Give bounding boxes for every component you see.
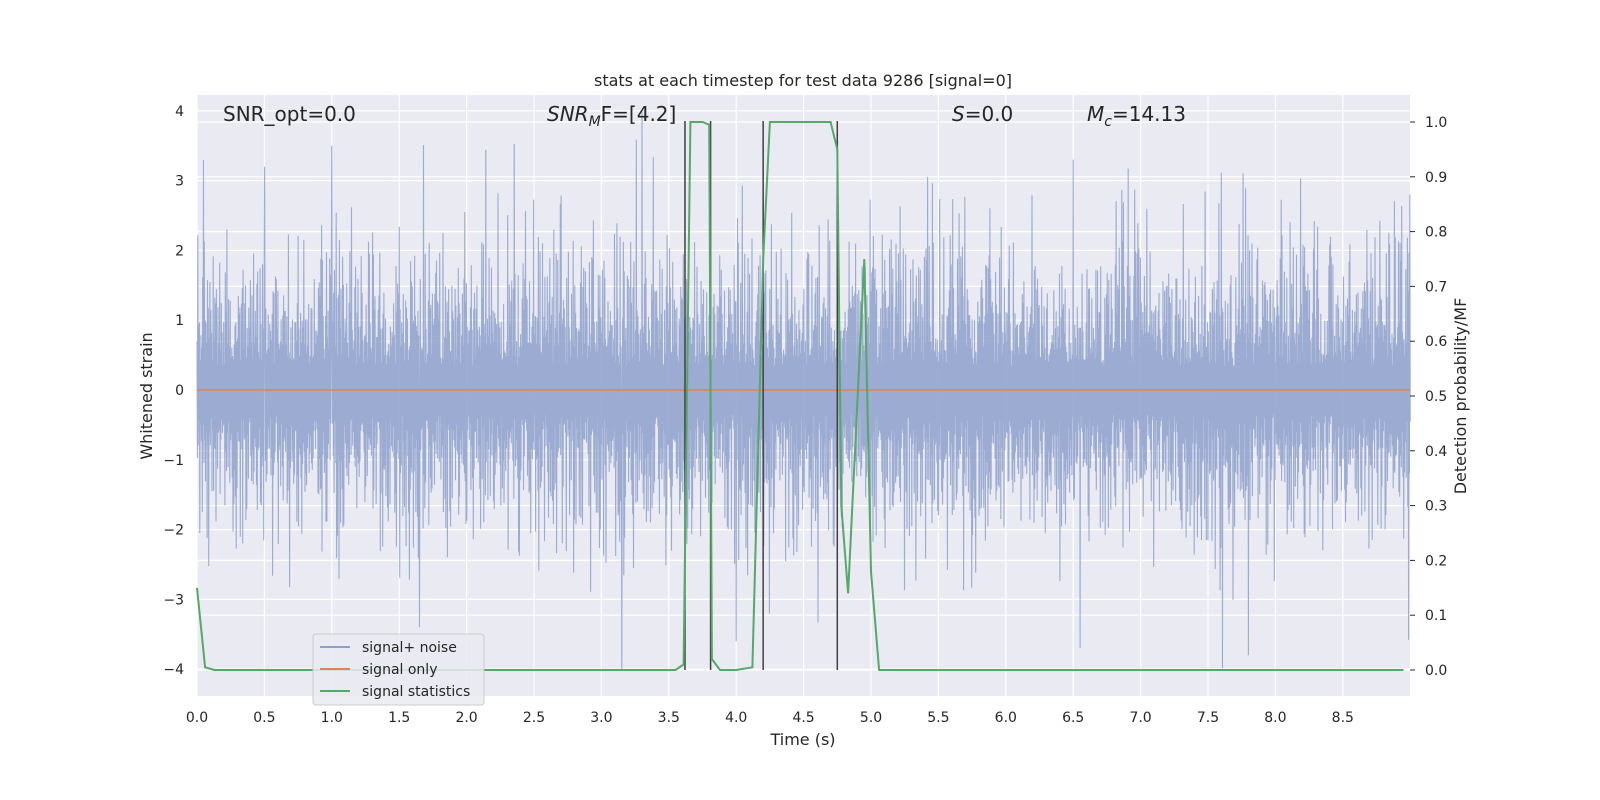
annotation-mc-rest: =14.13: [1112, 102, 1186, 126]
y-tick-label-right: 0.8: [1425, 225, 1447, 241]
y-tick-label-right: 0.4: [1425, 444, 1447, 460]
x-tick-label: 6.0: [995, 710, 1017, 726]
annotation-snr-mf-main: SNR: [547, 102, 589, 126]
axis-ticks: 0.0 0.5 1.0 1.5 2.0 2.5 3.0 3.5 4.0 4.5 5.0 5.5 6.0 6…: [163, 104, 1447, 726]
legend: signal+ noise signal only signal statist…: [312, 633, 485, 706]
x-tick-label: 0.0: [186, 710, 208, 726]
y-tick-label-right: 0.3: [1425, 499, 1447, 515]
annotation-snr-mf: SNRMF=[4.2]: [547, 102, 676, 130]
annotation-mc-main: M: [1087, 102, 1104, 126]
y-tick-label-right: 1.0: [1425, 115, 1447, 131]
x-tick-label: 3.0: [590, 710, 612, 726]
annotation-snr-opt: SNR_opt=0.0: [223, 102, 356, 126]
x-tick-label: 4.5: [792, 710, 814, 726]
y-tick-label-left: −1: [163, 453, 184, 469]
x-tick-label: 8.0: [1264, 710, 1286, 726]
annotation-snr-mf-rest: F=[4.2]: [601, 102, 677, 126]
y-tick-label-left: −2: [163, 523, 184, 539]
y-tick-label-left: 1: [175, 313, 184, 329]
y-tick-label-right: 0.1: [1425, 608, 1447, 624]
annotation-mc-sub: c: [1104, 114, 1112, 130]
chart-title: stats at each timestep for test data 928…: [594, 71, 1012, 90]
x-tick-label: 6.5: [1062, 710, 1084, 726]
y-tick-label-right: 0.2: [1425, 553, 1447, 569]
y-tick-label-right: 0.5: [1425, 389, 1447, 405]
y-tick-label-right: 0.7: [1425, 279, 1447, 295]
y-tick-label-right: 0.0: [1425, 663, 1447, 679]
legend-frame: [312, 633, 485, 706]
x-tick-label: 2.5: [523, 710, 545, 726]
x-tick-label: 5.5: [927, 710, 949, 726]
y-tick-label-right: 0.9: [1425, 170, 1447, 186]
x-axis-label: Time (s): [769, 730, 835, 749]
y-tick-label-left: 0: [175, 383, 184, 399]
y-tick-label-left: 2: [175, 243, 184, 259]
signal-statistics-line: [196, 121, 1404, 671]
legend-label-stats: signal statistics: [362, 684, 470, 700]
x-tick-label: 4.0: [725, 710, 747, 726]
signal-statistics-series: [196, 121, 1404, 671]
x-tick-label: 5.0: [860, 710, 882, 726]
y-tick-label-left: 4: [175, 104, 184, 120]
signal-noise-line: [196, 110, 1411, 670]
y-tick-label-left: −4: [163, 662, 184, 678]
y-axis-label-left: Whitened strain: [137, 332, 156, 459]
annotation-snr-mf-sub: M: [589, 114, 601, 130]
x-tick-label: 8.5: [1332, 710, 1354, 726]
x-tick-label: 1.5: [388, 710, 410, 726]
x-tick-label: 3.5: [658, 710, 680, 726]
y-tick-label-left: 3: [175, 174, 184, 190]
legend-label-signal: signal only: [362, 662, 437, 678]
x-tick-label: 7.5: [1197, 710, 1219, 726]
annotation-s: S=0.0: [952, 102, 1013, 126]
annotation-s-main: S: [952, 102, 965, 126]
x-tick-label: 0.5: [253, 710, 275, 726]
x-tick-label: 2.0: [455, 710, 477, 726]
x-tick-label: 7.0: [1129, 710, 1151, 726]
y-axis-label-right: Detection probability/MF: [1451, 298, 1470, 495]
y-tick-label-left: −3: [163, 592, 184, 608]
annotation-mc: Mc=14.13: [1087, 102, 1186, 130]
legend-label-noise: signal+ noise: [362, 640, 457, 656]
signal-noise-series: [196, 110, 1411, 670]
annotation-s-rest: =0.0: [965, 102, 1014, 126]
y-tick-label-right: 0.6: [1425, 334, 1447, 350]
x-tick-label: 1.0: [321, 710, 343, 726]
